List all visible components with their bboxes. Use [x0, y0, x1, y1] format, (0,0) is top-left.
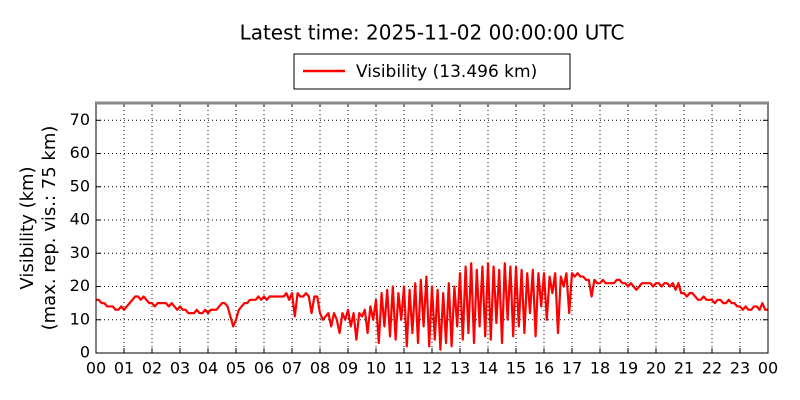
y-tick-label: 50: [70, 176, 90, 195]
x-tick-label: 09: [338, 359, 358, 378]
x-tick-label: 07: [282, 359, 302, 378]
y-tick-label: 30: [70, 243, 90, 262]
x-tick-label: 22: [702, 359, 722, 378]
x-tick-label: 01: [114, 359, 134, 378]
x-tick-label: 05: [226, 359, 246, 378]
x-tick-label: 08: [310, 359, 330, 378]
y-tick-label: 60: [70, 143, 90, 162]
x-tick-label: 11: [394, 359, 414, 378]
x-tick-label: 20: [646, 359, 666, 378]
y-axis-label: Visibility (km): [17, 166, 38, 289]
x-tick-label: 14: [478, 359, 498, 378]
x-tick-label: 00: [758, 359, 778, 378]
x-tick-label: 13: [450, 359, 470, 378]
x-tick-label: 19: [618, 359, 638, 378]
plot-frame: [95, 101, 769, 354]
x-tick-label: 10: [366, 359, 386, 378]
x-tick-label: 16: [534, 359, 554, 378]
x-tick-label: 18: [590, 359, 610, 378]
legend-label: Visibility (13.496 km): [356, 62, 537, 82]
x-tick-label: 02: [142, 359, 162, 378]
x-tick-label: 15: [506, 359, 526, 378]
y-tick-label: 20: [70, 276, 90, 295]
x-tick-label: 06: [254, 359, 274, 378]
y-tick-label: 70: [70, 110, 90, 129]
y-tick-label: 40: [70, 210, 90, 229]
x-tick-label: 12: [422, 359, 442, 378]
line-series: [96, 262, 768, 351]
x-tick-label: 23: [730, 359, 750, 378]
x-tick-label: 21: [674, 359, 694, 378]
x-tick-label: 03: [170, 359, 190, 378]
x-tick-label: 17: [562, 359, 582, 378]
y-axis-label: (max. rep. vis.: 75 km): [39, 126, 60, 331]
y-tick-label: 10: [70, 309, 90, 328]
x-tick-label: 04: [198, 359, 218, 378]
chart-title: Latest time: 2025-11-02 00:00:00 UTC: [240, 21, 625, 45]
y-tick-label: 0: [80, 343, 90, 362]
x-tick-label: 00: [86, 359, 106, 378]
